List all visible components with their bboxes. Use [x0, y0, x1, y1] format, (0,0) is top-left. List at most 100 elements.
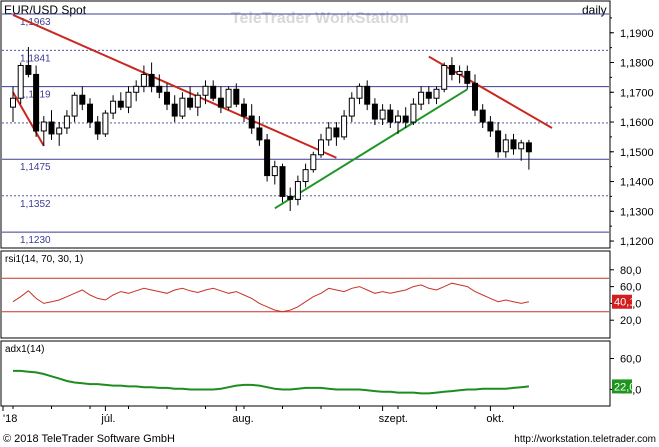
candle-body [164, 91, 170, 105]
candle-body [71, 94, 78, 117]
period-label: daily [582, 3, 607, 17]
adx-axis: 20,060,022,0 [610, 354, 641, 397]
candle-body [110, 100, 117, 114]
candle-body [402, 115, 409, 123]
candle-body [371, 103, 378, 120]
candle-body [464, 70, 471, 84]
time-tick-label: okt. [486, 413, 504, 425]
candle-body [102, 112, 109, 135]
candle-body [356, 85, 363, 99]
candle-body [510, 139, 517, 150]
candle-body [487, 121, 494, 132]
candle-body [495, 130, 502, 153]
candle-body [248, 115, 255, 129]
rsi-tick-label: 80,0 [620, 265, 641, 277]
price-tick-label: 1,1700 [620, 87, 654, 99]
adx-panel: adx1(14) 20,060,022,0 [0, 340, 641, 407]
price-tick-label: 1,1900 [620, 28, 654, 40]
candle-body [379, 109, 386, 120]
candle-body [241, 103, 247, 117]
candle-body [256, 127, 263, 141]
price-tick-label: 1,1500 [620, 147, 654, 159]
symbol-title: EUR/USD Spot [4, 3, 87, 17]
adx-title: adx1(14) [5, 344, 44, 355]
candle-body [287, 195, 294, 200]
candles [10, 47, 532, 211]
watermark: TeleTrader WorkStation [231, 10, 409, 27]
candle-body [418, 91, 425, 105]
candle-body [25, 64, 32, 75]
rsi-axis: 20,040,060,080,040,1 [610, 265, 641, 327]
candle-body [156, 85, 163, 93]
level-label: 1,1475 [20, 162, 51, 173]
price-tick-label: 1,1300 [620, 206, 654, 218]
candle-body [233, 88, 240, 105]
price-tick-label: 1,1600 [620, 117, 654, 129]
candle-body [433, 88, 440, 99]
candle-body [33, 73, 40, 132]
price-panel: EUR/USD Spot TeleTrader WorkStation dail… [0, 0, 654, 249]
candle-body [448, 64, 455, 75]
level-label: 1,1230 [20, 235, 51, 246]
candle-body [133, 85, 140, 93]
candle-body [171, 103, 178, 117]
candle-body [63, 115, 70, 129]
candle-body [525, 142, 532, 153]
candle-body [279, 166, 286, 197]
rsi-tick-label: 20,0 [620, 315, 641, 327]
candle-body [333, 127, 340, 138]
rsi-title: rsi1(14, 70, 30, 1) [5, 254, 83, 265]
price-tick-label: 1,1800 [620, 58, 654, 70]
candle-body [94, 121, 101, 135]
candle-body [294, 181, 301, 200]
candle-body [341, 115, 348, 138]
rsi-panel: rsi1(14, 70, 30, 1) 20,040,060,080,040,1 [0, 250, 641, 339]
adx-current-value: 22,0 [614, 381, 635, 393]
candle-body [10, 97, 16, 108]
candle-body [264, 139, 271, 177]
candle-body [225, 88, 232, 108]
candle-body [310, 154, 317, 171]
adx-plot-frame [0, 340, 611, 407]
candle-body [117, 100, 124, 108]
adx-tick-label: 60,0 [620, 354, 641, 366]
candle-body [456, 70, 463, 75]
candle-body [472, 82, 478, 111]
time-tick-label: júl. [100, 413, 115, 425]
price-axis: 1,1200 1,1300 1,1400 1,1500 1,1600 1,1700 1,18… [610, 17, 654, 248]
candle-body [210, 85, 217, 99]
candle-body [56, 127, 63, 135]
candle-body [364, 85, 371, 105]
candle-body [271, 166, 278, 177]
rsi-line [12, 282, 530, 313]
candle-body [87, 103, 93, 123]
price-plot-frame [0, 0, 611, 249]
rsi-current-badge [612, 294, 632, 309]
price-tick-label: 1,1400 [620, 177, 654, 189]
red-trendline [12, 13, 337, 159]
time-tick-label: aug. [232, 413, 253, 425]
candle-body [410, 103, 417, 123]
candle-body [502, 139, 509, 153]
candle-body [348, 97, 355, 117]
adx-current-badge [612, 379, 632, 394]
candle-body [217, 97, 224, 108]
candle-body [179, 97, 186, 117]
candle-body [40, 121, 47, 132]
footer-url[interactable]: http://workstation.teletrader.com [514, 434, 656, 445]
candle-body [441, 64, 448, 90]
green-trendline [274, 88, 468, 210]
candle-body [140, 73, 147, 87]
level-label: 1,1963 [20, 17, 51, 28]
time-axis: '18 júl. aug. szept. okt. [2, 406, 514, 425]
adx-series [13, 369, 530, 395]
price-tick-label: 1,1200 [620, 236, 654, 248]
candle-body [425, 91, 432, 99]
candle-body [202, 85, 209, 96]
copyright-text: © 2018 TeleTrader Software GmbH [3, 433, 175, 445]
adx-line [13, 369, 530, 395]
time-tick-label: szept. [379, 413, 408, 425]
candle-body [17, 64, 24, 99]
